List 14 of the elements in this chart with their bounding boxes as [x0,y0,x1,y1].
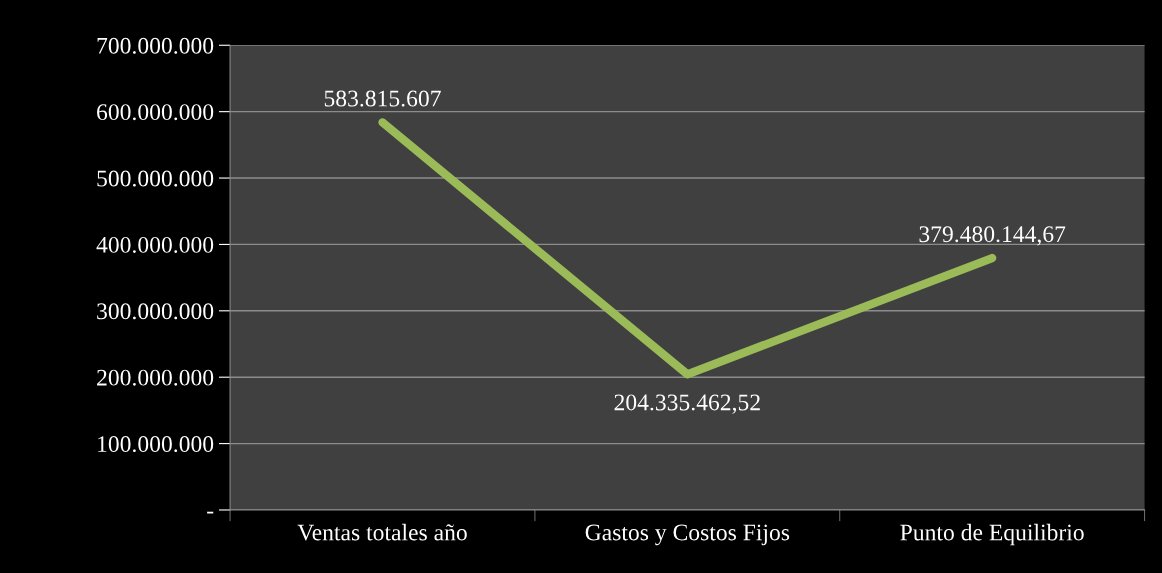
y-tick-label: 500.000.000 [97,170,214,187]
y-tick-label: 100.000.000 [98,436,214,453]
y-tick-label: - [207,511,214,514]
y-tick-label: 200.000.000 [97,369,214,386]
x-tick-label: Gastos y Costos Fijos [585,524,790,546]
data-label: 583.815.607 [324,90,441,107]
x-tick-label: Punto de Equilibrio [900,523,1084,546]
data-label: 379.480.144,67 [919,226,1066,246]
x-tick-label: Ventas totales año [297,523,467,541]
y-tick-label: 700.000.000 [97,37,214,54]
y-tick-label: 600.000.000 [97,104,214,121]
y-tick-label: 400.000.000 [96,236,214,253]
data-label: 204.335.462,52 [614,394,760,414]
y-tick-label: 300.000.000 [97,303,214,320]
